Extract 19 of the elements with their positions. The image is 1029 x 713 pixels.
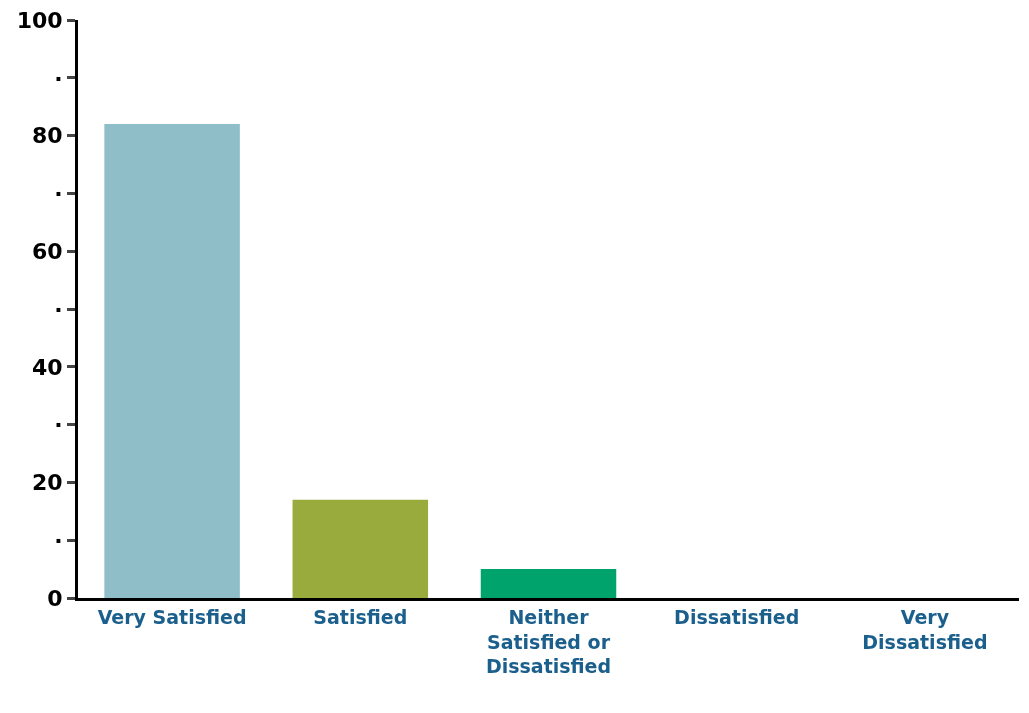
y-tick-label: ·	[54, 181, 63, 207]
y-tick-label: 20	[31, 470, 63, 496]
x-tick-label: Very Satisfied	[97, 605, 247, 628]
bar	[104, 124, 240, 598]
x-tick-label: Dissatisfied	[674, 605, 800, 628]
bar	[480, 569, 617, 598]
y-tick-label: 0	[47, 585, 63, 611]
y-tick-label: 40	[31, 354, 63, 380]
y-tick-label: ·	[54, 412, 63, 438]
x-tick-label: Neither Satisfied or Dissatisfied	[485, 605, 612, 678]
bar	[292, 499, 429, 598]
y-tick-label: 60	[31, 238, 63, 264]
y-tick-label: 80	[31, 123, 63, 149]
x-tick-label: Very Dissatisfied	[862, 605, 988, 653]
x-tick-label: Satisfied	[313, 605, 408, 628]
y-tick-label: ·	[54, 65, 63, 91]
y-tick-label: ·	[54, 296, 63, 322]
y-tick-label: ·	[54, 527, 63, 553]
y-tick-label: 100	[16, 7, 63, 33]
